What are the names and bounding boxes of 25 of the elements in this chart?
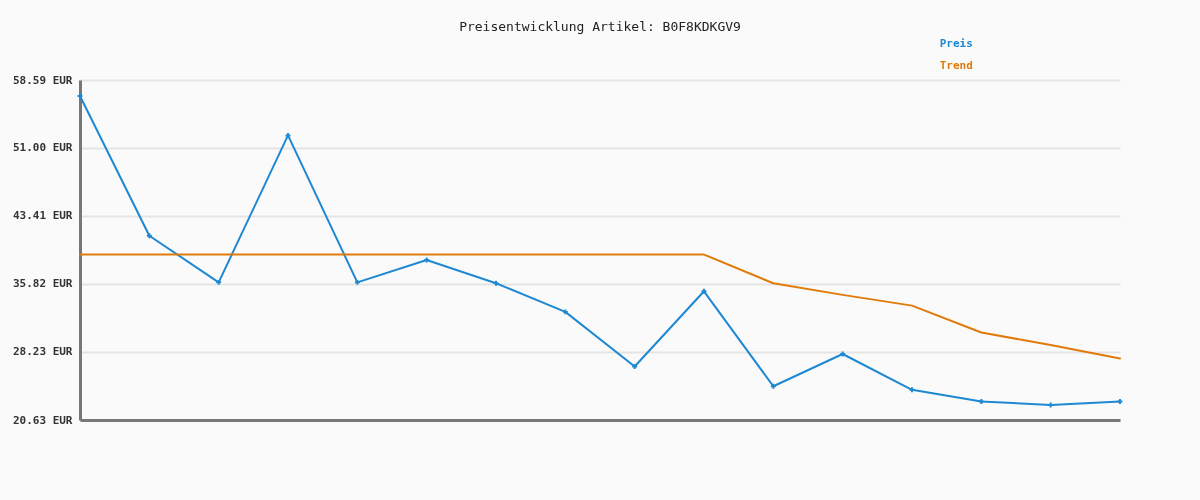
point: [840, 351, 846, 357]
point: [978, 399, 984, 404]
y-tick-label: 51.00 EUR: [12, 141, 73, 155]
text: Trend: [939, 58, 973, 72]
y-tick-label: 28.23 EUR: [12, 345, 73, 359]
y-tick-label: 58.59 EUR: [12, 73, 73, 87]
point: [632, 364, 638, 369]
point: [146, 233, 152, 239]
line-series: [79, 253, 1121, 360]
point: [285, 132, 291, 138]
point: [701, 288, 707, 294]
point: [1048, 402, 1054, 408]
point: [216, 279, 222, 285]
point: [493, 280, 499, 286]
point: [562, 309, 568, 315]
y-tick-label: 35.82 EUR: [12, 277, 73, 291]
y-tick-label: 43.41 EUR: [12, 209, 73, 223]
chart-title: Preisentwicklung Artikel: B0F8KDKGV9: [459, 19, 741, 34]
text: Preis: [939, 36, 973, 50]
point: [1117, 399, 1123, 404]
point: [770, 383, 776, 389]
point: [424, 257, 430, 263]
point: [909, 387, 915, 393]
point: [354, 279, 360, 285]
y-tick-label: 20.63 EUR: [12, 413, 73, 427]
